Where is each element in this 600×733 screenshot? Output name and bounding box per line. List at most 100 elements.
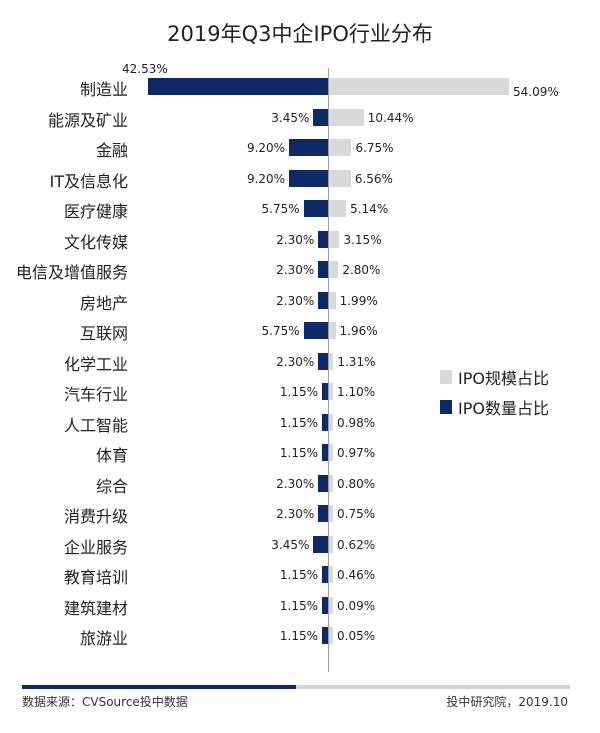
value-label-ipo-count: 5.75%: [261, 324, 300, 338]
bar-ipo-scale: [329, 627, 333, 644]
value-label-ipo-scale: 0.62%: [337, 537, 376, 552]
bar-ipo-count: [322, 413, 328, 431]
bar-ipo-scale: [329, 261, 339, 278]
bar-ipo-count: [289, 169, 328, 187]
chart-row: 房地产 2.30% 1.99%: [0, 286, 600, 316]
legend-swatch-count-icon: [440, 400, 452, 414]
category-label: 能源及矿业: [47, 110, 128, 130]
bar-ipo-count: [318, 505, 328, 522]
category-label: 教育培训: [63, 568, 128, 587]
value-label-ipo-scale: 0.05%: [337, 629, 376, 643]
chart-row: 文化传媒 2.30% 3.15%: [0, 225, 600, 255]
bar-ipo-count: [322, 596, 328, 614]
data-source: 数据来源：CVSource投中数据: [22, 695, 188, 709]
bar-ipo-scale: [329, 474, 333, 492]
value-label-ipo-count: 1.15%: [279, 385, 318, 399]
value-label-ipo-count: 2.30%: [276, 232, 315, 247]
chart-row: 电信及增值服务 2.30% 2.80%: [0, 255, 600, 285]
bar-ipo-count: [303, 322, 328, 339]
bar-ipo-count: [318, 261, 328, 278]
value-label-ipo-scale: 1.10%: [337, 385, 376, 399]
center-axis-line: [328, 68, 329, 672]
bar-ipo-scale: [329, 78, 509, 95]
category-label: 综合: [95, 476, 128, 496]
chart-row: 互联网 5.75% 1.96%: [0, 316, 600, 346]
value-label-ipo-count: 1.15%: [279, 598, 318, 613]
chart-row: 能源及矿业 3.45% 10.44%: [0, 103, 600, 133]
chart-row: 汽车行业 1.15% 1.10%: [0, 377, 600, 407]
value-label-ipo-scale: 0.09%: [337, 598, 376, 613]
bar-ipo-count: [322, 383, 328, 400]
category-label: 汽车行业: [63, 385, 128, 404]
bar-ipo-count: [313, 108, 328, 126]
value-label-ipo-count: 2.30%: [276, 263, 315, 277]
chart-row: 制造业 42.53% 54.09%: [0, 62, 600, 102]
chart-row: 企业服务 3.45% 0.62%: [0, 530, 600, 560]
value-label-ipo-scale: 0.80%: [337, 476, 376, 491]
legend-label-scale: IPO规模占比: [458, 369, 549, 388]
chart-row: 人工智能 1.15% 0.98%: [0, 408, 600, 438]
bar-ipo-scale: [329, 596, 333, 614]
chart-row: 建筑建材 1.15% 0.09%: [0, 591, 600, 621]
bar-ipo-count: [289, 139, 328, 156]
value-label-ipo-count: 3.45%: [271, 537, 310, 552]
bar-ipo-scale: [329, 413, 333, 431]
bar-ipo-scale: [329, 383, 333, 400]
chart-row: 体育 1.15% 0.97%: [0, 438, 600, 468]
value-label-ipo-scale: 0.98%: [337, 415, 376, 430]
bar-ipo-scale: [329, 108, 364, 126]
category-label: 医疗健康: [63, 202, 128, 221]
bar-ipo-count: [313, 535, 328, 553]
chart-row: 消费升级 2.30% 0.75%: [0, 499, 600, 529]
value-label-ipo-scale: 3.15%: [343, 232, 382, 247]
value-label-ipo-scale: 0.97%: [337, 446, 376, 460]
bar-ipo-count: [303, 200, 328, 217]
category-label: 建筑建材: [63, 598, 128, 618]
value-label-ipo-count: 5.75%: [261, 202, 300, 216]
value-label-ipo-count: 3.45%: [271, 110, 310, 125]
category-label: 金融: [95, 141, 128, 160]
bar-ipo-scale: [329, 200, 347, 217]
bar-ipo-scale: [329, 169, 351, 187]
value-label-ipo-scale: 5.14%: [350, 202, 389, 216]
bar-ipo-scale: [329, 566, 333, 583]
value-label-ipo-count: 9.20%: [246, 141, 286, 155]
chart-row: 教育培训 1.15% 0.46%: [0, 560, 600, 590]
bar-ipo-count: [318, 291, 328, 309]
category-label: 电信及增值服务: [15, 263, 128, 282]
bar-ipo-scale: [329, 352, 334, 370]
value-label-ipo-scale: 1.96%: [339, 324, 378, 338]
value-label-ipo-count: 1.15%: [279, 446, 318, 460]
value-label-ipo-scale: 0.46%: [337, 568, 376, 582]
value-label-ipo-count: 42.53%: [122, 62, 168, 76]
category-label: 人工智能: [63, 415, 128, 435]
value-label-ipo-count: 1.15%: [279, 415, 318, 430]
value-label-ipo-count: 2.30%: [276, 293, 315, 308]
bar-ipo-count: [148, 78, 328, 95]
footer-divider-accent: [22, 685, 296, 689]
chart-row: 旅游业 1.15% 0.05%: [0, 621, 600, 651]
value-label-ipo-scale: 54.09%: [513, 85, 559, 99]
bar-ipo-scale: [329, 139, 352, 156]
category-label: 房地产: [79, 293, 128, 313]
chart-title: 2019年Q3中企IPO行业分布: [167, 22, 433, 46]
value-label-ipo-scale: 1.31%: [337, 354, 376, 369]
chart-row: 医疗健康 5.75% 5.14%: [0, 194, 600, 224]
value-label-ipo-count: 2.30%: [276, 354, 315, 369]
value-label-ipo-count: 2.30%: [276, 507, 315, 521]
category-label: 化学工业: [63, 354, 128, 374]
bar-ipo-count: [318, 352, 328, 370]
bar-ipo-count: [322, 627, 328, 644]
value-label-ipo-scale: 1.99%: [339, 293, 378, 308]
legend-item-count: IPO数量占比: [440, 392, 549, 422]
chart-row: IT及信息化 9.20% 6.56%: [0, 164, 600, 194]
bar-ipo-count: [318, 230, 328, 248]
bar-ipo-scale: [329, 322, 336, 339]
value-label-ipo-scale: 10.44%: [367, 110, 414, 125]
bar-ipo-count: [318, 474, 328, 492]
chart-row: 化学工业 2.30% 1.31%: [0, 347, 600, 377]
value-label-ipo-count: 9.20%: [246, 171, 286, 186]
bar-ipo-scale: [329, 291, 336, 309]
bar-ipo-scale: [329, 444, 333, 461]
bar-ipo-count: [322, 566, 328, 583]
